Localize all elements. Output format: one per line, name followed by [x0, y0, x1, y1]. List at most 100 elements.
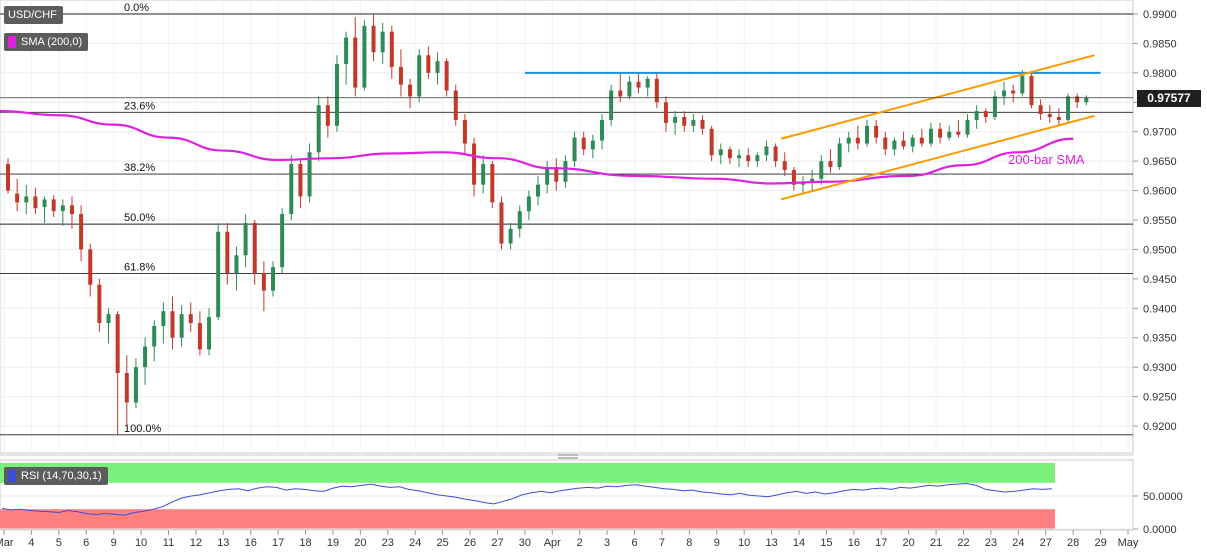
price-tick-label: 0.9800: [1143, 68, 1177, 80]
candle-body: [334, 64, 339, 126]
candle-body: [508, 228, 513, 244]
candle-body: [709, 128, 714, 156]
time-tick-label: 22: [957, 537, 969, 549]
candle-body: [481, 164, 486, 185]
candle-body: [1002, 90, 1007, 97]
candle-body: [810, 178, 815, 182]
candle-body: [42, 199, 47, 208]
candle-body: [1038, 105, 1043, 115]
price-tick-label: 0.9850: [1143, 38, 1177, 50]
candle-body: [874, 125, 879, 138]
time-tick-label: 19: [327, 537, 339, 549]
fib-label: 100.0%: [124, 423, 162, 435]
time-tick-label: 29: [1094, 537, 1106, 549]
sma-badge[interactable]: SMA (200,0): [4, 33, 89, 51]
candle-body: [234, 255, 239, 273]
price-tick-label: 0.9500: [1143, 244, 1177, 256]
time-tick-label: 16: [245, 537, 257, 549]
time-tick-label: 18: [299, 537, 311, 549]
candle-body: [179, 314, 184, 338]
candle-body: [590, 140, 595, 150]
time-tick-label: 13: [217, 537, 229, 549]
current-price-label: 0.97577: [1137, 90, 1201, 107]
candle-body: [974, 111, 979, 120]
candle-body: [143, 346, 148, 368]
candle-body: [965, 119, 970, 135]
candle-body: [1075, 96, 1080, 103]
candle-body: [645, 78, 650, 88]
time-tick-label: 25: [437, 537, 449, 549]
candle-body: [161, 311, 166, 326]
candle-body: [353, 37, 358, 88]
candle-body: [992, 96, 997, 117]
fib-label: 38.2%: [124, 162, 155, 174]
candle-body: [928, 128, 933, 144]
candle-body: [490, 164, 495, 203]
rsi-color-icon: [8, 470, 16, 482]
candle-body: [682, 117, 687, 126]
time-tick-label: 13: [765, 537, 777, 549]
candle-body: [170, 311, 175, 338]
time-tick-label: 17: [875, 537, 887, 549]
splitter-grip-icon[interactable]: [558, 454, 578, 459]
price-tick-label: 0.9300: [1143, 362, 1177, 374]
candle-body: [398, 66, 403, 85]
candle-body: [545, 167, 550, 185]
candle-body: [307, 152, 312, 197]
candle-body: [280, 214, 285, 268]
candle-body: [462, 119, 467, 144]
candle-body: [499, 202, 504, 244]
candle-body: [526, 196, 531, 212]
candle-body: [983, 111, 988, 117]
time-tick-label: Apr: [544, 537, 561, 549]
candle-body: [472, 143, 477, 185]
price-tick-label: 0.9600: [1143, 186, 1177, 198]
candle-body: [517, 211, 522, 229]
candle-body: [1084, 97, 1089, 103]
candle-body: [124, 373, 129, 403]
fib-label: 61.8%: [124, 262, 155, 274]
candle-body: [243, 222, 248, 256]
candle-body: [252, 222, 257, 273]
rsi-overbought-zone: [0, 463, 1055, 483]
candle-body: [15, 193, 20, 203]
time-tick-label: Mar: [0, 537, 14, 549]
candle-body: [700, 119, 705, 129]
symbol-badge[interactable]: USD/CHF: [4, 6, 63, 24]
candle-body: [6, 164, 10, 191]
time-tick-label: 10: [135, 537, 147, 549]
candle-body: [819, 161, 824, 179]
time-tick-label: 6: [631, 537, 637, 549]
candle-body: [417, 55, 422, 97]
rsi-tick-label: 0.0000: [1143, 524, 1177, 536]
candle-body: [24, 196, 29, 203]
price-tick-label: 0.9700: [1143, 127, 1177, 139]
candle-body: [289, 164, 294, 215]
candle-body: [51, 199, 56, 212]
candle-body: [636, 81, 641, 88]
candle-body: [1029, 75, 1034, 106]
rsi-badge[interactable]: RSI (14,70,30,1): [4, 467, 108, 485]
sma-color-icon: [8, 36, 16, 48]
candle-body: [207, 317, 212, 350]
candle-body: [271, 267, 276, 291]
candle-body: [599, 119, 604, 141]
candle-body: [225, 231, 230, 273]
symbol-label: USD/CHF: [8, 9, 57, 21]
candle-body: [69, 205, 74, 215]
candle-body: [344, 37, 349, 65]
candle-body: [133, 367, 138, 403]
candle-body: [883, 137, 888, 150]
candle-body: [947, 131, 952, 138]
time-tick-label: 16: [848, 537, 860, 549]
candle-body: [919, 137, 924, 144]
candle-body: [773, 146, 778, 162]
candle-body: [106, 314, 111, 323]
candle-body: [554, 167, 559, 182]
candle-body: [1020, 75, 1025, 94]
time-tick-label: 27: [1040, 537, 1052, 549]
price-tick-label: 0.9450: [1143, 274, 1177, 286]
time-tick-label: 3: [604, 537, 610, 549]
candle-body: [663, 102, 668, 123]
candle-body: [764, 146, 769, 156]
